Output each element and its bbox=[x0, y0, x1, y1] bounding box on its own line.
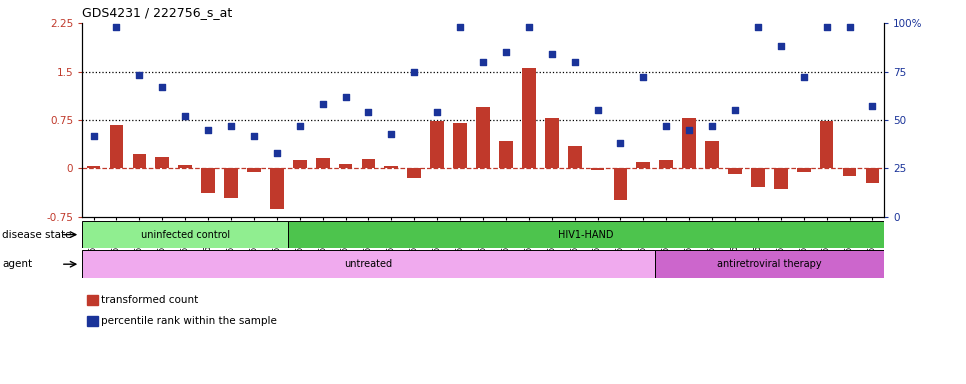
Point bbox=[659, 123, 674, 129]
Point bbox=[681, 127, 696, 133]
Bar bbox=[476, 107, 490, 169]
Point bbox=[796, 74, 811, 80]
Point bbox=[727, 107, 743, 113]
Bar bbox=[797, 169, 810, 172]
Bar bbox=[82, 221, 288, 248]
Point bbox=[452, 24, 468, 30]
Point bbox=[865, 103, 880, 109]
Point bbox=[521, 24, 536, 30]
Point bbox=[612, 140, 628, 146]
Text: GDS4231 / 222756_s_at: GDS4231 / 222756_s_at bbox=[82, 5, 233, 18]
Point bbox=[407, 68, 422, 74]
Point bbox=[544, 51, 559, 57]
Bar bbox=[613, 169, 627, 200]
Text: uninfected control: uninfected control bbox=[141, 230, 230, 240]
Bar bbox=[866, 169, 879, 183]
Text: untreated: untreated bbox=[345, 259, 392, 269]
Point bbox=[819, 24, 835, 30]
Bar bbox=[842, 169, 857, 176]
Point bbox=[498, 49, 514, 55]
Bar bbox=[705, 141, 719, 169]
Bar bbox=[270, 169, 284, 209]
Text: antiretroviral therapy: antiretroviral therapy bbox=[717, 259, 822, 269]
Bar bbox=[384, 166, 398, 169]
Point bbox=[636, 74, 651, 80]
Point bbox=[131, 72, 147, 78]
Point bbox=[246, 132, 262, 139]
Point bbox=[751, 24, 766, 30]
Point bbox=[360, 109, 376, 115]
Point bbox=[292, 123, 307, 129]
Point bbox=[475, 59, 491, 65]
Bar bbox=[545, 118, 558, 169]
Bar bbox=[774, 169, 787, 189]
Point bbox=[384, 131, 399, 137]
Bar bbox=[751, 169, 765, 187]
Point bbox=[430, 109, 445, 115]
Bar bbox=[728, 169, 742, 174]
Bar bbox=[453, 123, 467, 169]
Text: agent: agent bbox=[2, 259, 32, 269]
Point bbox=[704, 123, 720, 129]
Bar bbox=[820, 121, 834, 169]
Bar bbox=[655, 250, 884, 278]
Bar bbox=[293, 160, 306, 169]
Bar bbox=[408, 169, 421, 178]
Bar bbox=[499, 141, 513, 169]
Point bbox=[155, 84, 170, 90]
Point bbox=[773, 43, 788, 50]
Bar bbox=[224, 169, 238, 198]
Bar bbox=[522, 68, 536, 169]
Text: HIV1-HAND: HIV1-HAND bbox=[558, 230, 613, 240]
Point bbox=[200, 127, 215, 133]
Point bbox=[315, 101, 330, 108]
Bar bbox=[109, 124, 124, 169]
Point bbox=[270, 150, 285, 156]
Bar bbox=[361, 159, 376, 169]
Bar bbox=[179, 165, 192, 169]
Bar bbox=[590, 169, 605, 170]
Bar bbox=[339, 164, 353, 169]
Point bbox=[109, 24, 125, 30]
Text: disease state: disease state bbox=[2, 230, 71, 240]
Point bbox=[223, 123, 239, 129]
Point bbox=[590, 107, 606, 113]
Bar bbox=[201, 169, 215, 193]
Point bbox=[567, 59, 582, 65]
Bar bbox=[316, 158, 329, 169]
Bar bbox=[660, 160, 673, 169]
Point bbox=[178, 113, 193, 119]
Bar bbox=[156, 157, 169, 169]
Bar bbox=[682, 118, 696, 169]
Bar bbox=[288, 221, 884, 248]
Bar bbox=[247, 169, 261, 172]
Bar bbox=[637, 162, 650, 169]
Point bbox=[86, 132, 101, 139]
Bar bbox=[568, 146, 582, 169]
Text: percentile rank within the sample: percentile rank within the sample bbox=[101, 316, 277, 326]
Bar bbox=[430, 121, 444, 169]
Bar bbox=[132, 154, 146, 169]
Bar bbox=[87, 166, 100, 169]
Point bbox=[338, 94, 354, 100]
Bar bbox=[82, 250, 655, 278]
Text: transformed count: transformed count bbox=[101, 295, 199, 305]
Point bbox=[841, 24, 857, 30]
